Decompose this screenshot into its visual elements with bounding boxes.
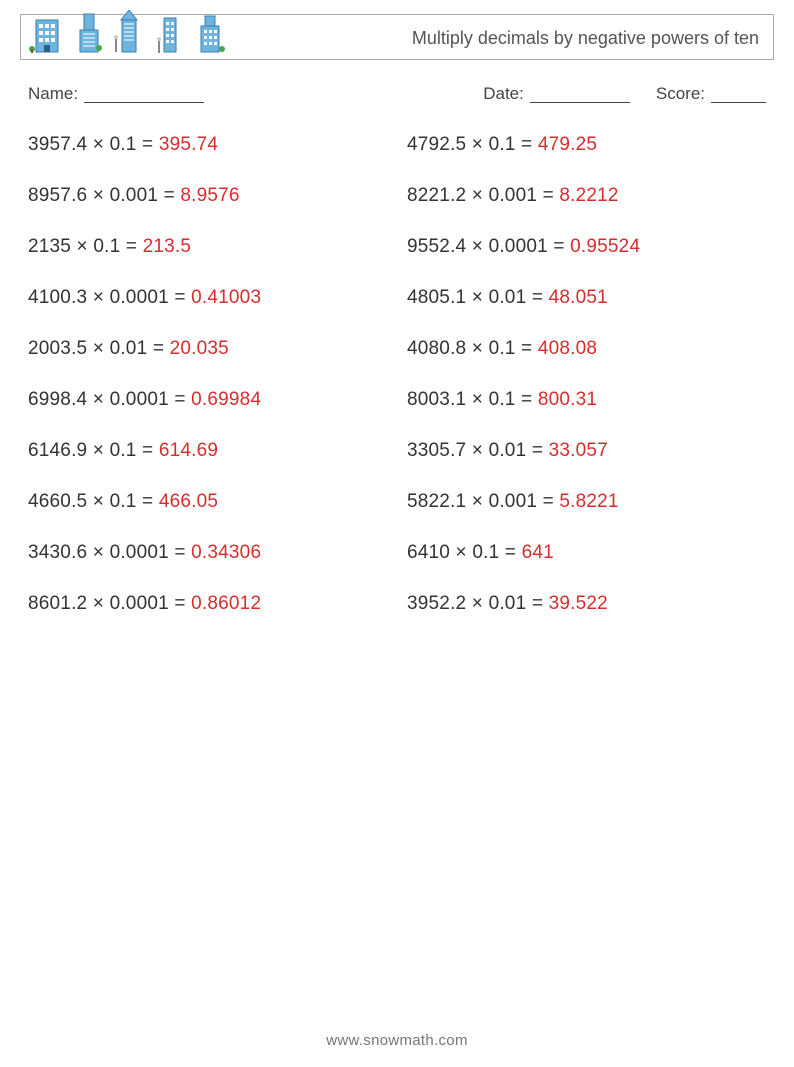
name-blank[interactable] (84, 84, 204, 103)
problem-expression: 6998.4 × 0.0001 = (28, 389, 191, 410)
problem-item: 8221.2 × 0.001 = 8.2212 (407, 185, 766, 207)
problem-item: 3957.4 × 0.1 = 395.74 (28, 134, 387, 156)
problem-answer: 8.2212 (559, 185, 618, 206)
problem-expression: 8957.6 × 0.001 = (28, 185, 180, 206)
building-icon (193, 14, 227, 59)
problem-answer: 466.05 (159, 491, 218, 512)
problem-expression: 2003.5 × 0.01 = (28, 338, 170, 359)
problem-item: 4100.3 × 0.0001 = 0.41003 (28, 287, 387, 309)
header-box: Multiply decimals by negative powers of … (20, 14, 774, 60)
date-blank[interactable] (530, 84, 630, 103)
problem-item: 5822.1 × 0.001 = 5.8221 (407, 491, 766, 513)
score-blank[interactable] (711, 84, 766, 103)
problem-answer: 0.41003 (191, 287, 261, 308)
problem-answer: 0.86012 (191, 593, 261, 614)
problem-answer: 408.08 (538, 338, 597, 359)
problem-answer: 479.25 (538, 134, 597, 155)
problem-answer: 5.8221 (559, 491, 618, 512)
problem-answer: 39.522 (549, 593, 608, 614)
problem-expression: 4805.1 × 0.01 = (407, 287, 549, 308)
score-label: Score: (656, 84, 705, 104)
name-field: Name: (28, 84, 204, 104)
name-label: Name: (28, 84, 78, 104)
problem-item: 8601.2 × 0.0001 = 0.86012 (28, 593, 387, 615)
problem-expression: 6146.9 × 0.1 = (28, 440, 159, 461)
problem-expression: 8221.2 × 0.001 = (407, 185, 559, 206)
worksheet-page: Multiply decimals by negative powers of … (0, 14, 794, 1067)
problem-answer: 0.34306 (191, 542, 261, 563)
building-icon (75, 12, 103, 59)
problem-item: 4805.1 × 0.01 = 48.051 (407, 287, 766, 309)
problem-expression: 3957.4 × 0.1 = (28, 134, 159, 155)
problem-expression: 4100.3 × 0.0001 = (28, 287, 191, 308)
meta-row: Name: Date: Score: (28, 84, 766, 104)
problem-expression: 2135 × 0.1 = (28, 236, 143, 257)
problem-expression: 3952.2 × 0.01 = (407, 593, 549, 614)
buildings-icon-row (29, 10, 227, 59)
problem-item: 3430.6 × 0.0001 = 0.34306 (28, 542, 387, 564)
problems-grid: 3957.4 × 0.1 = 395.74 4792.5 × 0.1 = 479.… (28, 134, 766, 615)
building-icon (113, 10, 145, 59)
problem-item: 3305.7 × 0.01 = 33.057 (407, 440, 766, 462)
problem-expression: 8003.1 × 0.1 = (407, 389, 538, 410)
problem-item: 8957.6 × 0.001 = 8.9576 (28, 185, 387, 207)
problem-item: 6998.4 × 0.0001 = 0.69984 (28, 389, 387, 411)
problem-item: 4660.5 × 0.1 = 466.05 (28, 491, 387, 513)
problem-expression: 9552.4 × 0.0001 = (407, 236, 570, 257)
problem-answer: 800.31 (538, 389, 597, 410)
problem-item: 6146.9 × 0.1 = 614.69 (28, 440, 387, 462)
problem-answer: 641 (522, 542, 554, 563)
building-icon (155, 14, 183, 59)
problem-expression: 8601.2 × 0.0001 = (28, 593, 191, 614)
problem-expression: 4660.5 × 0.1 = (28, 491, 159, 512)
problem-item: 2003.5 × 0.01 = 20.035 (28, 338, 387, 360)
date-label: Date: (483, 84, 524, 104)
problem-item: 6410 × 0.1 = 641 (407, 542, 766, 564)
problem-item: 4792.5 × 0.1 = 479.25 (407, 134, 766, 156)
building-icon (29, 14, 65, 59)
footer-url: www.snowmath.com (0, 1032, 794, 1049)
problem-expression: 4080.8 × 0.1 = (407, 338, 538, 359)
problem-item: 3952.2 × 0.01 = 39.522 (407, 593, 766, 615)
problem-answer: 0.69984 (191, 389, 261, 410)
problem-item: 2135 × 0.1 = 213.5 (28, 236, 387, 258)
problem-expression: 5822.1 × 0.001 = (407, 491, 559, 512)
problem-item: 8003.1 × 0.1 = 800.31 (407, 389, 766, 411)
worksheet-title: Multiply decimals by negative powers of … (412, 28, 765, 59)
problem-answer: 8.9576 (180, 185, 239, 206)
problem-answer: 614.69 (159, 440, 218, 461)
problem-expression: 3305.7 × 0.01 = (407, 440, 549, 461)
problem-answer: 48.051 (549, 287, 608, 308)
problem-expression: 6410 × 0.1 = (407, 542, 522, 563)
problem-answer: 20.035 (170, 338, 229, 359)
problem-answer: 33.057 (549, 440, 608, 461)
problem-expression: 4792.5 × 0.1 = (407, 134, 538, 155)
problem-expression: 3430.6 × 0.0001 = (28, 542, 191, 563)
problem-answer: 213.5 (143, 236, 192, 257)
problem-item: 4080.8 × 0.1 = 408.08 (407, 338, 766, 360)
problem-item: 9552.4 × 0.0001 = 0.95524 (407, 236, 766, 258)
problem-answer: 395.74 (159, 134, 218, 155)
problem-answer: 0.95524 (570, 236, 640, 257)
